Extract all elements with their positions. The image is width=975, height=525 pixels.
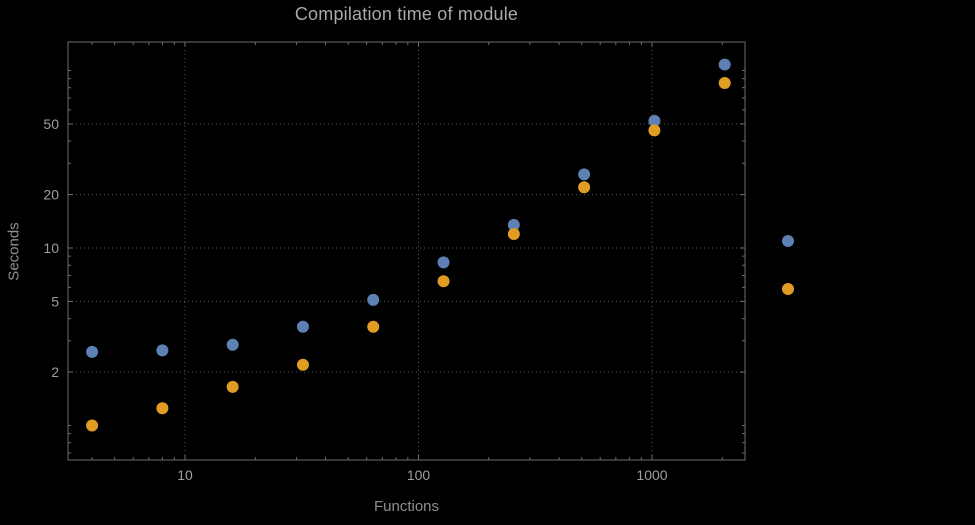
y-tick-label: 10	[43, 240, 59, 256]
data-point	[226, 380, 239, 393]
data-point	[507, 227, 520, 240]
data-point	[648, 114, 661, 127]
data-point	[296, 358, 309, 371]
y-tick-label: 5	[51, 293, 59, 309]
legend-marker	[782, 283, 794, 295]
data-point	[718, 77, 731, 90]
data-point	[437, 256, 450, 269]
x-tick-label: 10	[177, 467, 193, 483]
data-point	[648, 124, 661, 137]
data-point	[226, 338, 239, 351]
data-point	[367, 320, 380, 333]
y-axis-label: Seconds	[5, 222, 23, 281]
data-point	[437, 275, 450, 288]
data-point	[578, 181, 591, 194]
data-point	[578, 168, 591, 181]
data-point	[718, 58, 731, 71]
data-point	[296, 320, 309, 333]
x-axis-label: Functions	[373, 498, 440, 515]
x-tick-label: 100	[407, 467, 431, 483]
data-point	[156, 344, 169, 357]
data-point	[367, 293, 380, 306]
plot-frame	[67, 41, 746, 461]
x-tick-label: 1000	[636, 467, 667, 483]
data-point	[86, 345, 99, 358]
chart-title: Compilation time of module	[294, 4, 519, 24]
y-tick-label: 50	[43, 116, 59, 132]
data-point	[156, 402, 169, 415]
y-tick-label: 20	[43, 187, 59, 203]
legend-marker	[782, 235, 794, 247]
data-point	[507, 218, 520, 231]
data-point	[86, 419, 99, 432]
y-tick-label: 2	[51, 364, 59, 380]
